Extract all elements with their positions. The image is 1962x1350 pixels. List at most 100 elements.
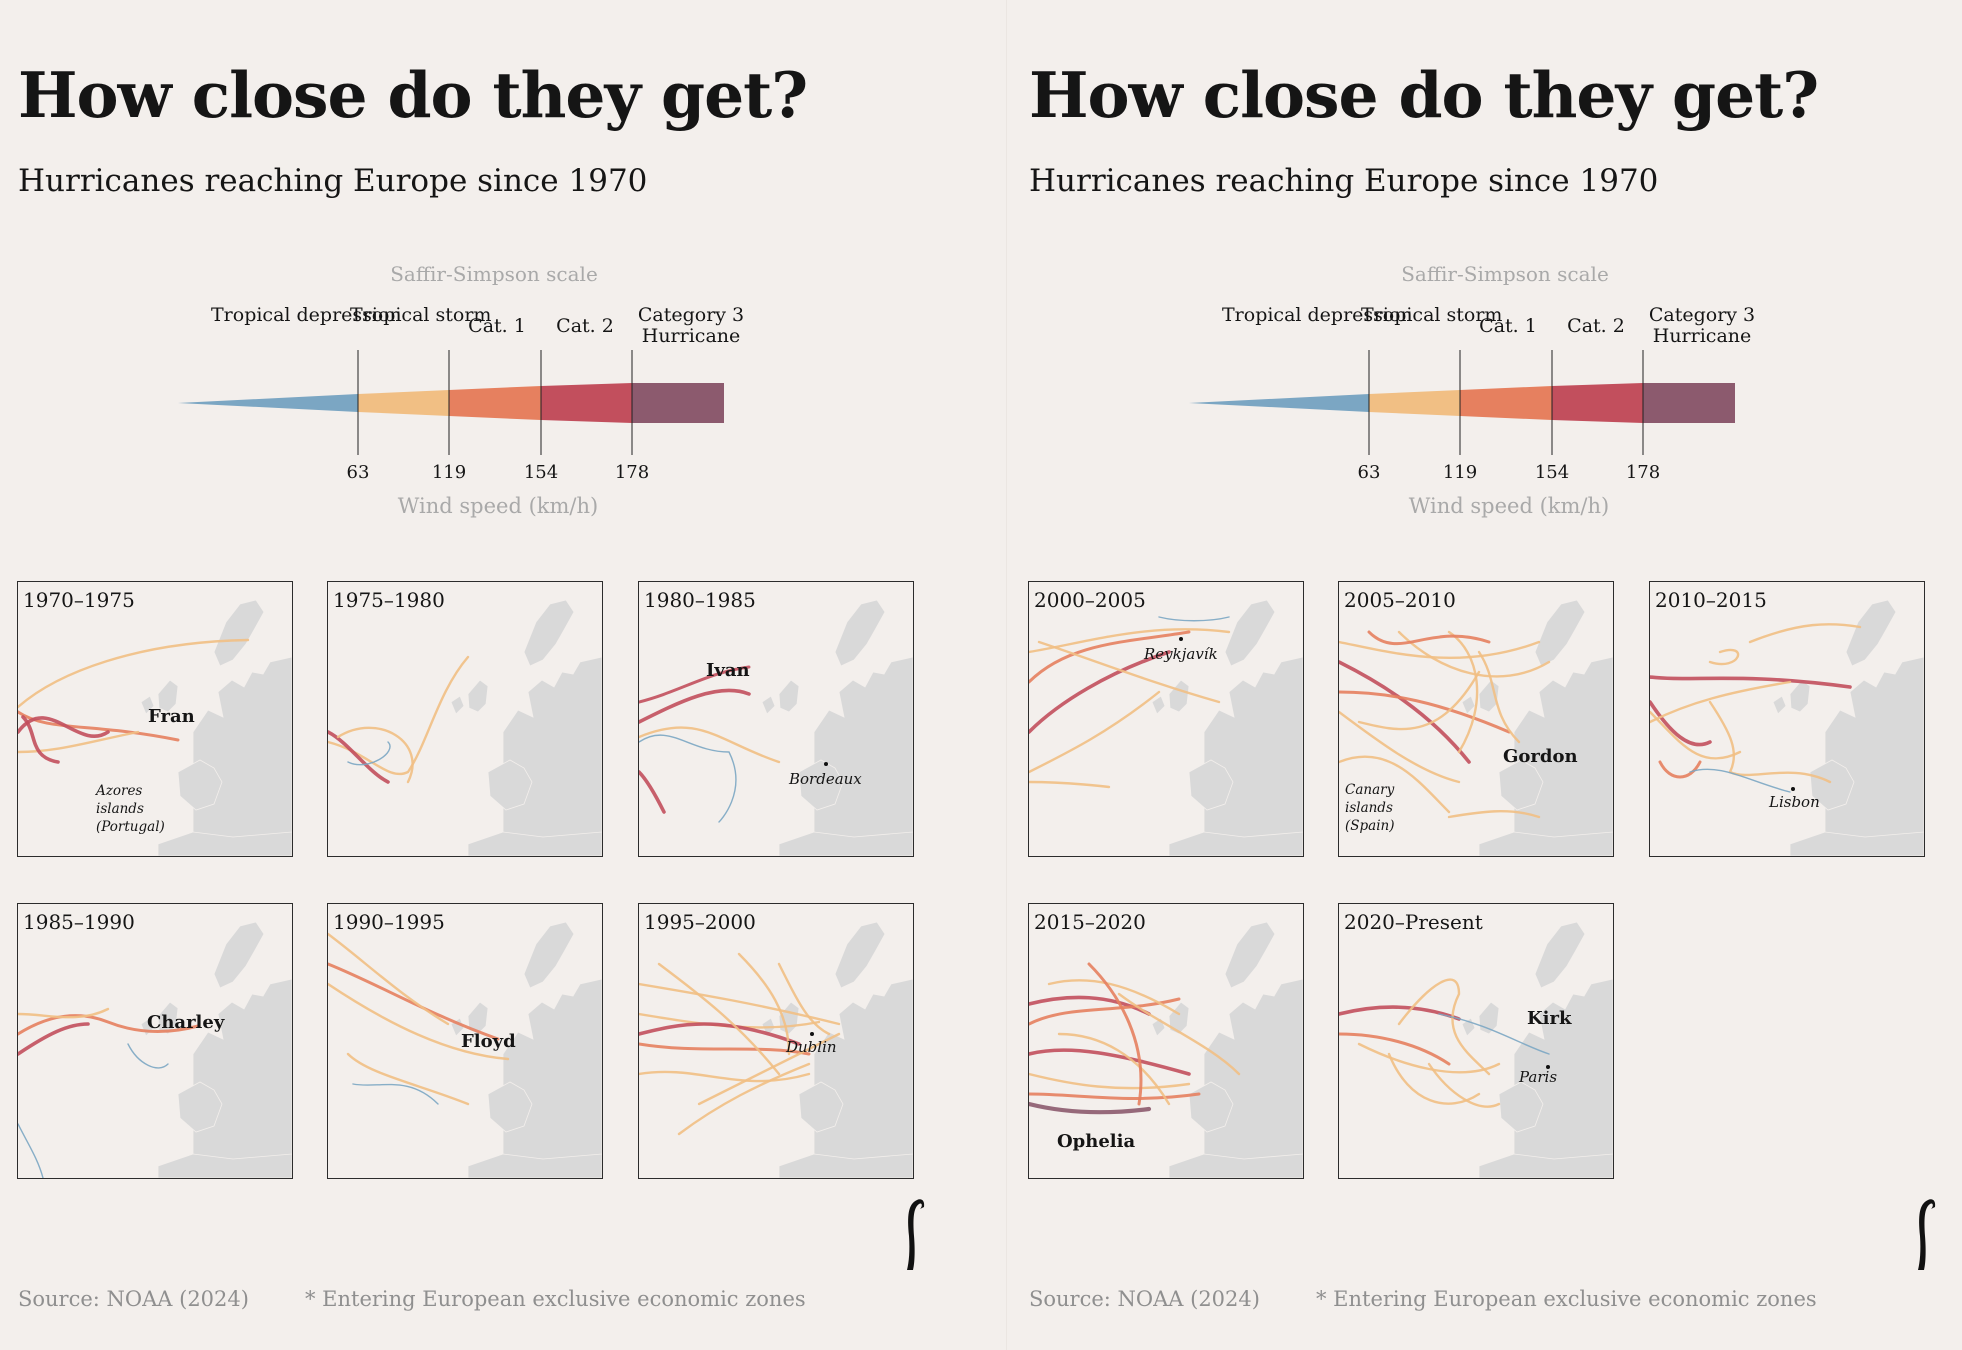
- land-shape: [1845, 599, 1897, 667]
- page-title: How close do they get?: [18, 58, 808, 132]
- period-label: 1980–1985: [644, 588, 756, 612]
- panel-right: How close do they get? Hurricanes reachi…: [1011, 0, 1962, 1350]
- storm-track: [1357, 670, 1481, 731]
- map-2020-present: 2020–Present Kirk Paris: [1338, 903, 1614, 1179]
- storm-track: [639, 688, 751, 724]
- storm-track: [1029, 1101, 1152, 1115]
- city-dot: [810, 1032, 814, 1036]
- wedge-cat3: [632, 383, 724, 423]
- wind-speed-label: Wind speed (km/h): [397, 494, 599, 518]
- storm-track: [639, 1070, 811, 1083]
- land-shape: [467, 679, 489, 713]
- wedge-cat2: [1552, 383, 1643, 423]
- land-shape: [157, 1001, 179, 1035]
- storm-track: [1339, 690, 1511, 734]
- panel-divider: [1006, 0, 1007, 1350]
- land-shape: [502, 656, 602, 856]
- land-shape: [1203, 978, 1303, 1178]
- storm-label-ophelia: Ophelia: [1057, 1131, 1136, 1152]
- storm-track: [336, 726, 414, 784]
- land-shape: [213, 599, 265, 667]
- land-shape: [157, 679, 179, 713]
- storm-track: [18, 1014, 200, 1036]
- tick-119: 119: [1442, 462, 1478, 483]
- tick-63: 63: [346, 462, 370, 483]
- map-1995-2000: 1995–2000 Dublin: [638, 903, 914, 1179]
- storm-track: [328, 730, 390, 784]
- map-2010-2015: 2010–2015 Lisbon: [1649, 581, 1925, 857]
- legend-label-cat2: Cat. 2: [556, 315, 614, 337]
- storm-track: [777, 962, 831, 1036]
- storm-label-kirk: Kirk: [1527, 1008, 1572, 1029]
- land-shape: [1224, 599, 1276, 667]
- land-shape: [778, 831, 913, 856]
- period-label: 2000–2005: [1034, 588, 1146, 612]
- tick-154: 154: [523, 462, 559, 483]
- land-shape: [1513, 656, 1613, 856]
- land-shape: [1168, 1001, 1190, 1035]
- land-shape: [778, 679, 800, 713]
- brand-logo: [907, 1199, 925, 1270]
- storm-track: [1397, 978, 1491, 1076]
- storm-track: [18, 710, 180, 742]
- storm-track: [1650, 710, 1742, 760]
- tick-154: 154: [1534, 462, 1570, 483]
- storm-track: [639, 1022, 801, 1046]
- legend-label-cat1: Cat. 1: [468, 315, 526, 337]
- city-label-lisbon: Lisbon: [1769, 793, 1820, 811]
- storm-track: [1029, 1072, 1191, 1090]
- storm-track: [1158, 616, 1230, 622]
- land-shape: [1789, 679, 1811, 713]
- storm-track: [1650, 700, 1712, 747]
- legend-label-cat3: Category 3 Hurricane: [1648, 304, 1756, 347]
- storm-track: [1339, 1005, 1461, 1021]
- storm-track: [657, 962, 781, 1076]
- storm-track: [1029, 780, 1111, 789]
- storm-track: [18, 1123, 44, 1178]
- panel-left: How close do they get? Hurricanes reachi…: [17, 58, 925, 1311]
- storm-track: [21, 715, 60, 764]
- storm-track: [1057, 1032, 1171, 1106]
- storm-track: [18, 638, 250, 709]
- land-shape: [813, 978, 913, 1178]
- storm-track: [639, 665, 751, 704]
- footnote-text: * Entering European exclusive economic z…: [1316, 1287, 1817, 1311]
- storm-track: [1117, 992, 1241, 1076]
- land-shape: [778, 1153, 913, 1178]
- wedge-tropical-depression: [1189, 394, 1369, 412]
- city-label-dublin: Dublin: [786, 1038, 837, 1056]
- period-label: 1995–2000: [644, 910, 756, 934]
- land-shape: [487, 1081, 533, 1133]
- storm-track: [1427, 1062, 1501, 1108]
- storm-track: [127, 1043, 169, 1069]
- storm-track: [1658, 760, 1702, 779]
- city-label-bordeaux: Bordeaux: [789, 770, 862, 788]
- storm-track: [1037, 640, 1221, 704]
- storm-track: [1477, 650, 1521, 744]
- wedge-tropical-depression: [178, 394, 358, 412]
- storm-track: [1029, 630, 1191, 684]
- storm-track: [1339, 755, 1451, 814]
- land-shape: [213, 921, 265, 989]
- land-shape: [1151, 695, 1166, 715]
- land-shape: [192, 656, 292, 856]
- land-shape: [467, 1001, 489, 1035]
- storm-track: [1357, 1042, 1501, 1074]
- land-shape: [140, 695, 155, 715]
- city-dot: [824, 762, 828, 766]
- storm-label-ivan: Ivan: [706, 660, 750, 681]
- period-label: 1975–1980: [333, 588, 445, 612]
- land-shape: [1224, 921, 1276, 989]
- storm-track: [639, 1042, 811, 1056]
- land-shape: [1478, 831, 1613, 856]
- map-1985-1990: 1985–1990 Charley: [17, 903, 293, 1179]
- land-shape: [813, 656, 913, 856]
- storm-track: [1029, 690, 1161, 774]
- legend-label-cat2: Cat. 2: [1567, 315, 1625, 337]
- storm-track: [1339, 1032, 1451, 1066]
- map-2000-2005: 2000–2005 Reykjavík: [1028, 581, 1304, 857]
- storm-track: [328, 962, 500, 1041]
- storm-track: [677, 1062, 811, 1136]
- storm-track: [1447, 630, 1479, 754]
- storm-track: [639, 734, 737, 823]
